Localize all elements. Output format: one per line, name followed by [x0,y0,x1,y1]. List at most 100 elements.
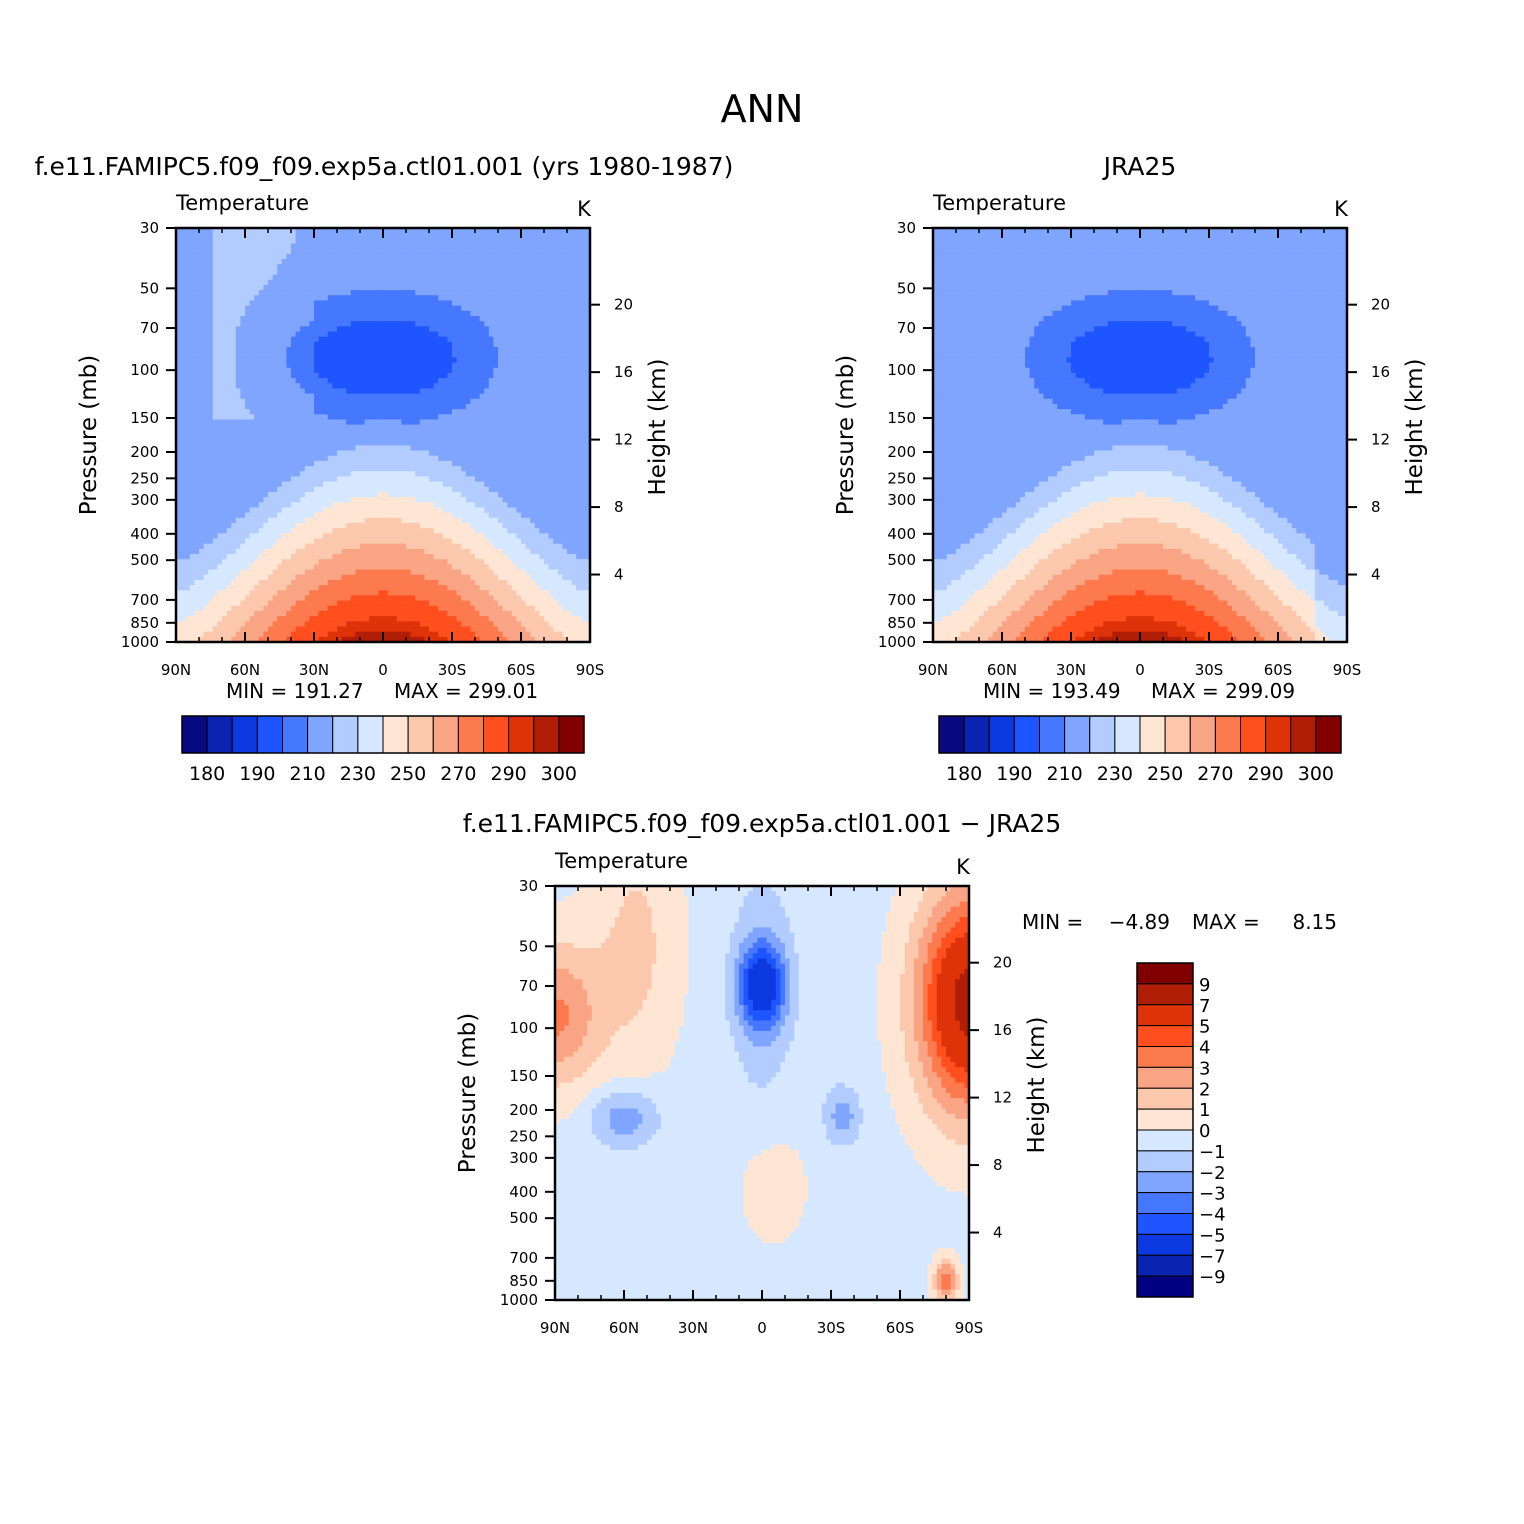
field-cell [341,466,347,472]
field-cell [442,476,448,483]
field-cell [355,476,361,483]
field-cell [548,507,554,514]
field-cell [424,403,430,410]
field-cell [176,274,182,281]
field-cell [217,435,223,441]
field-cell [553,486,559,493]
field-cell [240,341,246,348]
field-cell [553,279,559,286]
field-cell [258,243,264,250]
field-cell [263,424,269,431]
field-cell [208,274,214,281]
field-cell [180,445,186,452]
field-cell [470,476,476,483]
field-cell [429,476,435,483]
field-cell [548,321,554,327]
field-cell [189,440,195,446]
field-cell [548,445,554,452]
field-cell [548,253,554,260]
field-cell [203,253,209,260]
field-cell [429,445,435,452]
field-cell [176,310,182,317]
field-cell [235,497,241,503]
field-cell [571,362,577,369]
field-cell [304,362,310,369]
field-cell [585,243,591,250]
field-cell [360,372,366,379]
field-cell [392,450,398,457]
field-cell [544,290,550,296]
field-cell [291,295,297,302]
field-cell [231,362,237,369]
field-cell [461,440,467,446]
field-cell [557,409,563,415]
field-cell [364,315,370,322]
field-cell [553,362,559,369]
field-cell [530,367,536,374]
field-cell [360,481,366,488]
field-cell [475,243,481,250]
field-cell [272,290,278,296]
panel-header-obs: JRA25 [1102,152,1177,181]
field-cell [461,486,467,493]
field-cell [180,300,186,307]
field-cell [341,460,347,467]
field-cell [226,409,232,415]
field-cell [231,274,237,281]
field-cell [199,321,205,327]
field-cell [249,321,255,327]
field-cell [199,460,205,467]
field-cell [544,440,550,446]
field-cell [530,455,536,462]
field-cell [511,274,517,281]
field-cell [249,507,255,514]
field-cell [488,279,494,286]
field-cell [571,315,577,322]
field-cell [548,228,554,234]
field-cell [364,326,370,333]
field-cell [231,393,237,400]
field-cell [484,486,490,493]
field-cell [341,264,347,270]
field-cell [199,347,205,353]
field-cell [194,347,200,353]
field-cell [406,491,412,498]
field-cell [249,362,255,369]
field-cell [314,336,320,343]
field-cell [355,507,361,514]
field-cell [222,378,228,384]
field-cell [442,502,448,509]
field-cell [194,450,200,457]
field-cell [277,310,283,317]
field-cell [383,419,389,426]
field-cell [419,445,425,452]
field-cell [401,378,407,384]
field-cell [309,512,315,519]
field-cell [249,300,255,307]
field-cell [484,243,490,250]
field-cell [488,372,494,379]
field-cell [507,435,513,441]
field-cell [562,491,568,498]
field-cell [258,290,264,296]
field-cell [217,481,223,488]
field-cell [222,253,228,260]
field-cell [245,445,251,452]
field-cell [341,502,347,509]
field-cell [226,414,232,421]
field-cell [180,471,186,477]
field-cell [263,264,269,270]
field-cell [401,471,407,477]
field-cell [511,414,517,421]
field-cell [502,248,508,255]
field-cell [189,471,195,477]
field-cell [571,341,577,348]
field-cell [571,491,577,498]
field-cell [465,243,471,250]
field-cell [461,409,467,415]
field-cell [507,315,513,322]
field-cell [576,352,582,358]
field-cell [341,372,347,379]
field-cell [332,409,338,415]
field-cell [465,233,471,239]
